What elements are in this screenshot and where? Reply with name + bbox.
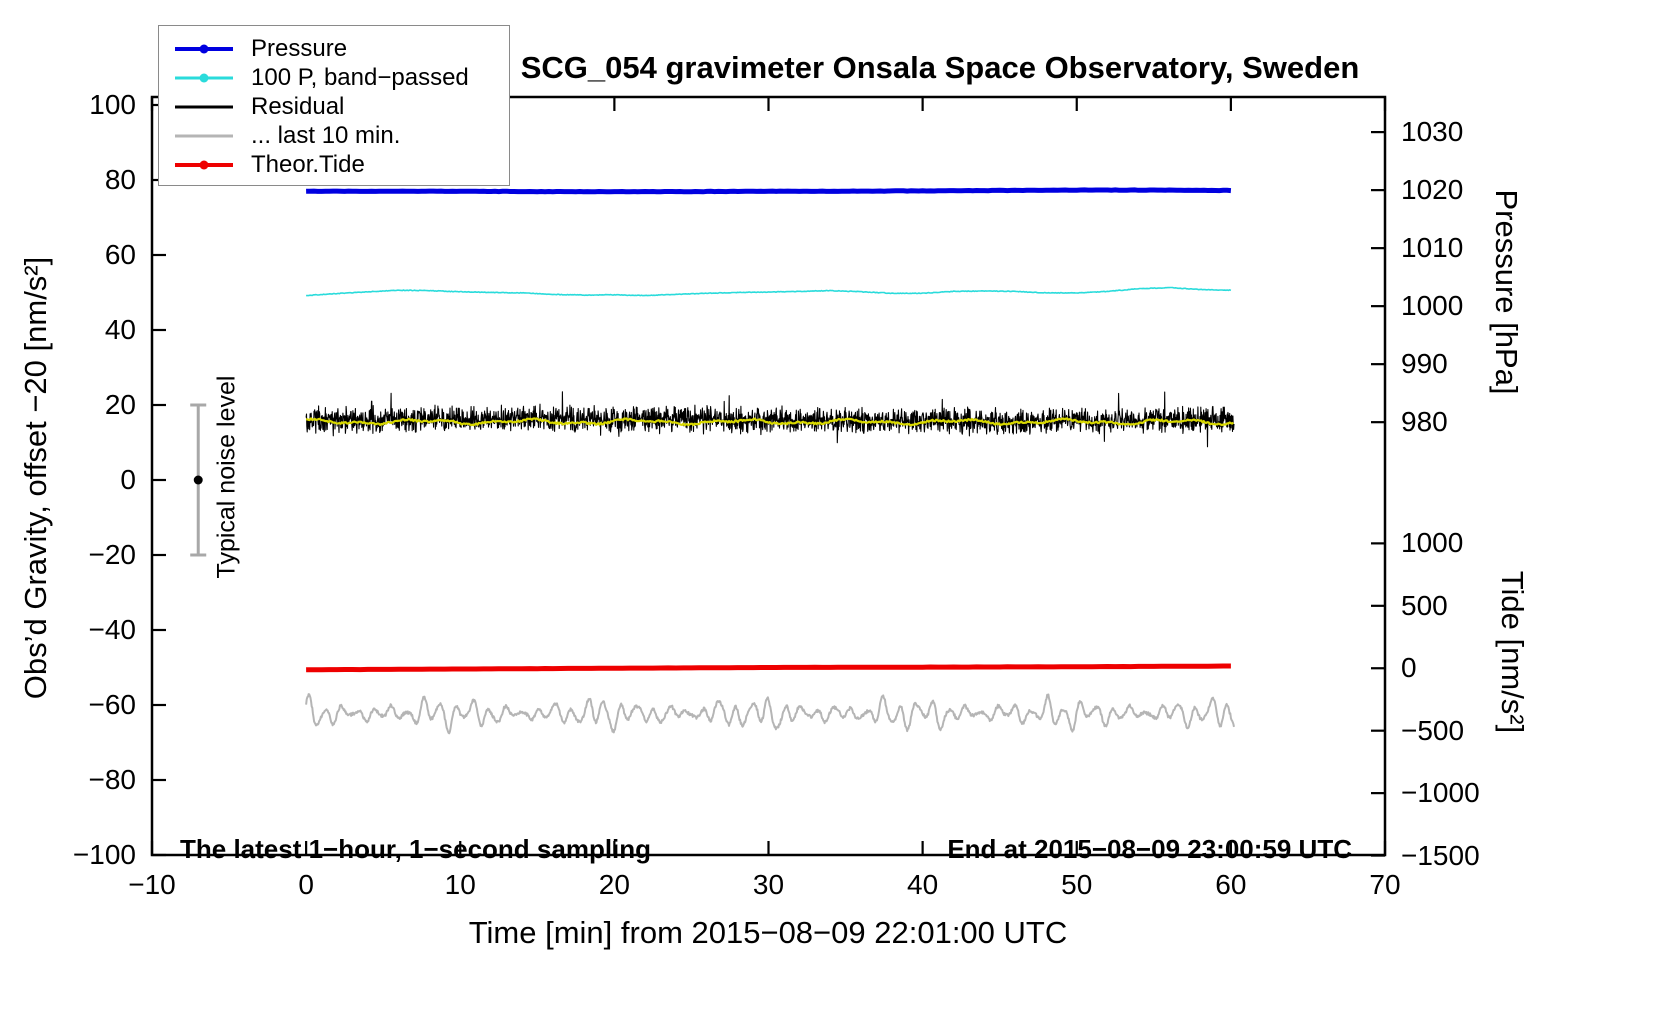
y-tick-label: 20 — [104, 389, 136, 420]
legend-marker-theortide — [173, 157, 237, 173]
y-tick-label: 60 — [104, 239, 136, 270]
series-last10min — [305, 693, 1235, 735]
x-tick-label: 0 — [298, 869, 314, 900]
legend-marker-bandpassed — [173, 70, 237, 86]
legend-entry-theortide: Theor.Tide — [173, 151, 503, 178]
legend-marker-residual — [173, 99, 237, 115]
pressure-tick-label: 1020 — [1401, 174, 1464, 206]
x-tick-label: −10 — [128, 869, 176, 900]
legend-marker-pressure — [173, 41, 237, 57]
y-tick-label: −20 — [88, 539, 137, 570]
pressure-tick-label: 1000 — [1401, 290, 1464, 322]
legend-entry-pressure: Pressure — [173, 35, 503, 62]
series-bandpassed-pressure — [306, 286, 1232, 297]
x-axis-label: Time [min] from 2015−08−09 22:01:00 UTC — [468, 915, 1068, 950]
legend-marker-swatch — [175, 105, 233, 108]
series-pressure — [306, 187, 1232, 195]
legend-label: ... last 10 min. — [251, 121, 401, 149]
pressure-tick-label: 1030 — [1401, 116, 1464, 148]
y-tick-label: 40 — [104, 314, 136, 345]
plot-frame — [150, 95, 1387, 857]
y-tick-label: −100 — [72, 839, 136, 870]
legend-marker-swatch — [175, 44, 233, 53]
chart-legend: Pressure 100 P, band−passed Residual ...… — [158, 25, 510, 186]
legend-marker-swatch — [175, 73, 233, 82]
y-tick-label: 0 — [120, 464, 136, 495]
legend-label: Residual — [251, 92, 345, 120]
pressure-tick-label: 990 — [1401, 348, 1448, 380]
y-tick-label: 80 — [104, 164, 136, 195]
tide-tick-label: −1500 — [1401, 839, 1480, 871]
legend-entry-bandpassed: 100 P, band−passed — [173, 64, 503, 91]
y-tick-label: 100 — [89, 89, 136, 120]
end-time-note: End at 2015−08−09 23:00:59 UTC — [947, 834, 1352, 864]
x-tick-label: 70 — [1369, 869, 1401, 900]
y-tick-label: −80 — [88, 764, 137, 795]
noise-level-label: Typical noise level — [212, 375, 241, 579]
tide-tick-label: 1000 — [1401, 527, 1464, 559]
x-tick-label: 20 — [598, 869, 630, 900]
sampling-note: The latest 1−hour, 1−second sampling — [180, 834, 652, 864]
tide-tick-label: 500 — [1401, 589, 1448, 621]
series-residual-smoothed — [306, 417, 1235, 427]
legend-marker-last10min — [173, 128, 237, 144]
legend-entry-last10min: ... last 10 min. — [173, 122, 503, 149]
legend-label: 100 P, band−passed — [251, 63, 469, 91]
tide-tick-label: −1000 — [1401, 777, 1480, 809]
y-tick-label: −60 — [88, 689, 137, 720]
legend-marker-swatch — [175, 134, 233, 137]
series-theor-tide — [306, 663, 1231, 673]
pressure-tick-label: 1010 — [1401, 232, 1464, 264]
x-tick-label: 50 — [1061, 869, 1093, 900]
x-tick-label: 30 — [752, 869, 785, 900]
chart-title: SCG_054 gravimeter Onsala Space Observat… — [520, 50, 1360, 85]
legend-entry-residual: Residual — [173, 93, 503, 120]
tide-tick-label: −500 — [1401, 714, 1465, 746]
legend-marker-swatch — [175, 160, 233, 169]
y-tick-label: −40 — [88, 614, 137, 645]
x-tick-label: 10 — [444, 869, 476, 900]
tide-tick-label: 0 — [1401, 652, 1417, 684]
x-tick-label: 60 — [1215, 869, 1247, 900]
x-tick-label: 40 — [907, 869, 939, 900]
pressure-tick-label: 980 — [1401, 406, 1448, 438]
noise-center-dot — [193, 475, 203, 485]
legend-label: Theor.Tide — [251, 150, 365, 178]
legend-label: Pressure — [251, 34, 348, 62]
